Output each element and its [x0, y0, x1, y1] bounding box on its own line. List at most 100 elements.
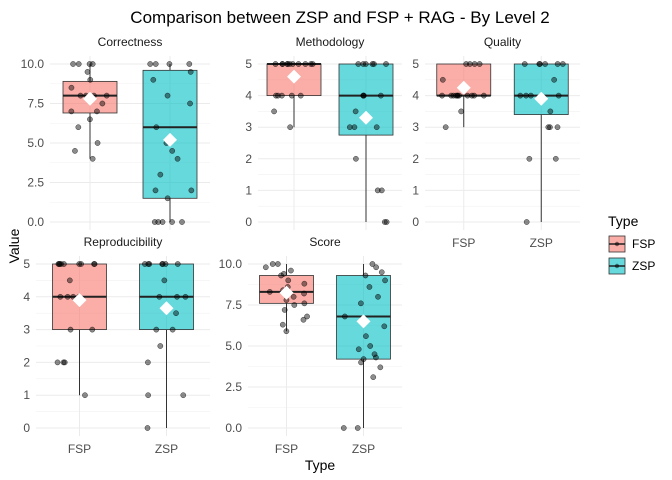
data-point — [55, 261, 62, 267]
data-point — [153, 326, 160, 333]
chart-title: Comparison between ZSP and FSP + RAG - B… — [130, 8, 549, 27]
data-point — [358, 359, 364, 366]
data-point — [286, 61, 293, 67]
data-point — [288, 92, 295, 99]
y-tick-label: 5.0 — [225, 339, 242, 353]
y-tick-label: 1 — [245, 183, 252, 197]
data-point — [279, 321, 286, 328]
mean-marker — [356, 314, 371, 329]
y-tick-label: 0 — [245, 215, 252, 229]
data-point — [275, 92, 281, 99]
data-point — [471, 92, 478, 99]
data-point — [547, 108, 554, 115]
data-point — [70, 293, 76, 300]
data-point — [87, 116, 93, 123]
data-point — [159, 261, 166, 267]
data-point — [287, 124, 293, 131]
series-fsp — [259, 261, 314, 335]
y-tick-label: 3 — [23, 323, 30, 337]
mean-marker — [456, 80, 471, 95]
legend-label-zsp: ZSP — [632, 259, 655, 273]
data-point — [363, 333, 369, 340]
data-point — [374, 187, 381, 194]
data-point — [64, 293, 71, 300]
data-point — [94, 140, 101, 146]
data-point — [537, 61, 543, 67]
x-tick-label: ZSP — [155, 442, 178, 456]
x-axis-title: Type — [305, 457, 336, 473]
panel-correctness: Correctness 0.0 2.5 5.0 7.5 10.0 — [21, 35, 210, 230]
data-point — [159, 219, 166, 225]
data-point — [355, 61, 362, 67]
data-point — [439, 76, 446, 83]
data-point — [442, 124, 449, 131]
data-point — [360, 92, 367, 99]
box — [513, 63, 569, 115]
data-point — [551, 76, 558, 83]
data-point — [439, 92, 445, 99]
mean-marker — [287, 69, 301, 84]
data-point — [166, 61, 173, 67]
y-tick-label: 1 — [412, 183, 419, 197]
data-point — [173, 310, 179, 317]
data-point — [278, 272, 284, 279]
data-point — [373, 264, 379, 271]
y-tick-label: 10.0 — [219, 257, 243, 271]
data-point — [180, 392, 187, 399]
series-zsp — [336, 261, 391, 431]
legend-key-point — [614, 241, 620, 247]
data-point — [91, 261, 98, 267]
data-point — [463, 61, 469, 67]
mean-marker — [163, 132, 177, 147]
data-point — [373, 354, 379, 361]
data-point — [351, 124, 358, 131]
data-point — [103, 92, 110, 99]
data-point — [147, 61, 154, 67]
data-point — [82, 392, 88, 399]
y-tick-label: 5.0 — [27, 136, 44, 150]
data-point — [186, 61, 193, 67]
data-point — [353, 155, 359, 162]
data-point — [146, 261, 153, 267]
y-tick-label: 2.5 — [225, 380, 242, 394]
data-point — [161, 277, 168, 284]
data-point — [521, 61, 528, 67]
data-point — [142, 261, 148, 267]
data-point — [269, 261, 276, 267]
data-point — [291, 302, 298, 308]
data-point — [456, 92, 462, 99]
data-point — [373, 124, 380, 131]
data-point — [280, 270, 287, 277]
data-point — [301, 290, 307, 297]
data-point — [283, 328, 290, 335]
data-point — [288, 267, 294, 274]
x-tick-label: ZSP — [352, 442, 375, 456]
mean-marker — [279, 285, 294, 300]
data-point — [308, 61, 314, 67]
panel-methodology: Methodology 0 1 2 3 4 5 — [245, 35, 402, 230]
data-point — [555, 92, 562, 99]
data-point — [157, 343, 164, 349]
data-point — [89, 61, 96, 67]
y-tick-label: 0.0 — [225, 421, 242, 435]
data-point — [99, 100, 106, 107]
y-tick-label: 5 — [245, 57, 252, 71]
data-point — [70, 61, 76, 67]
data-point — [164, 195, 171, 202]
strip-label: Methodology — [296, 35, 365, 49]
data-point — [358, 300, 364, 307]
data-point — [301, 300, 308, 307]
data-point — [78, 261, 84, 267]
data-point — [150, 76, 157, 83]
x-tick-label: ZSP — [530, 236, 553, 250]
data-point — [174, 261, 181, 267]
data-point — [554, 124, 561, 131]
mean-marker — [83, 91, 97, 106]
data-point — [273, 92, 279, 99]
x-tick-label: FSP — [275, 442, 298, 456]
data-point — [266, 289, 273, 295]
data-point — [169, 326, 176, 333]
data-point — [54, 359, 61, 366]
